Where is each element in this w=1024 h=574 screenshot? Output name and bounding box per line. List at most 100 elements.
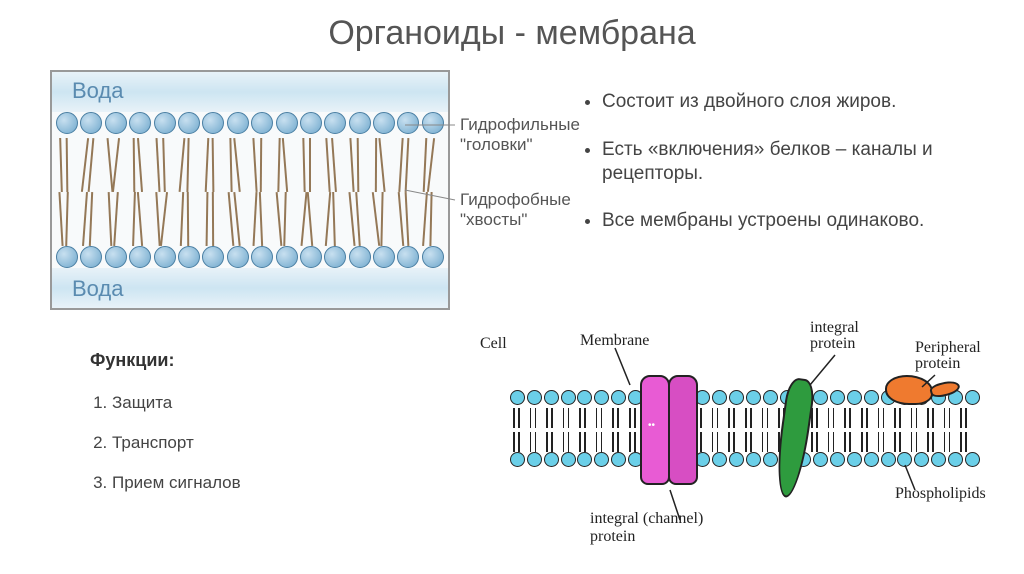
lipid-tail — [427, 138, 435, 192]
lipid-tail — [137, 138, 143, 192]
lipid-head — [202, 112, 224, 134]
sketch-lipid-tail — [849, 432, 851, 452]
sketch-lipid-head — [544, 452, 559, 467]
lipid-tail — [278, 138, 281, 192]
lipid-tail — [429, 192, 432, 246]
sketch-lipid-tail — [949, 408, 951, 428]
sketch-lipid-tail — [899, 432, 901, 452]
lipid-head — [227, 246, 249, 268]
lipid-head — [349, 246, 371, 268]
lipid-head — [397, 246, 419, 268]
lipid-tail — [381, 192, 384, 246]
sketch-lipid-head — [712, 390, 727, 405]
sketch-lipid-tail — [911, 408, 913, 428]
lipid-tail — [398, 138, 403, 192]
sketch-lipid-tail — [927, 432, 929, 452]
sketch-label-membrane: Membrane — [580, 332, 649, 350]
sketch-lipid-head — [561, 452, 576, 467]
sketch-lipid-tail — [596, 432, 598, 452]
sketch-label-phospholipids: Phospholipids — [895, 485, 986, 503]
lipid-head — [80, 112, 102, 134]
lipid-tail — [107, 192, 112, 246]
lipid-head — [154, 112, 176, 134]
sketch-lipid-tail — [878, 432, 880, 452]
sketch-lipid-head — [544, 390, 559, 405]
sketch-heads-bottom — [510, 452, 980, 470]
lipid-head — [80, 246, 102, 268]
sketch-lipid-tail — [617, 408, 619, 428]
sketch-lipid-tail — [733, 408, 735, 428]
sketch-lipid-tail — [535, 408, 537, 428]
lipid-tail — [253, 192, 258, 246]
lipid-head — [56, 112, 78, 134]
lipid-tail — [422, 138, 427, 192]
lipid-tail — [156, 138, 161, 192]
lipid-head — [373, 112, 395, 134]
protein-face-icon: •• — [648, 420, 655, 431]
lipid-tail — [331, 138, 337, 192]
sketch-lipid-head — [594, 452, 609, 467]
lipid-tail — [179, 138, 186, 192]
sketch-tails — [510, 408, 980, 452]
sketch-lipid-tail — [617, 432, 619, 452]
water-label-top: Вода — [72, 78, 124, 104]
sketch-lipid-head — [527, 390, 542, 405]
lipid-tail — [160, 192, 168, 246]
lipid-tail — [259, 192, 263, 246]
lipid-head — [300, 112, 322, 134]
lipid-head — [300, 246, 322, 268]
lipid-tail — [282, 138, 288, 192]
lipid-tail — [355, 192, 361, 246]
sketch-lipid-head — [712, 452, 727, 467]
lipid-tail — [132, 192, 136, 246]
functions-title: Функции: — [90, 350, 410, 371]
sketch-lipid-tail — [563, 432, 565, 452]
sketch-lipid-head — [881, 452, 896, 467]
lipid-tail — [65, 192, 69, 246]
lipid-head — [227, 112, 249, 134]
sketch-lipid-head — [611, 452, 626, 467]
sketch-lipid-tail — [601, 432, 603, 452]
sketch-lipid-tail — [530, 408, 532, 428]
sketch-lipid-tail — [712, 408, 714, 428]
sketch-lipid-tail — [932, 408, 934, 428]
lipid-head — [251, 112, 273, 134]
sketch-lipid-tail — [629, 408, 631, 428]
sketch-lipid-tail — [700, 408, 702, 428]
protein-orange — [885, 375, 933, 405]
sketch-lipid-tail — [883, 408, 885, 428]
bullet-item: Все мембраны устроены одинаково. — [602, 209, 980, 233]
sketch-lipid-tail — [916, 408, 918, 428]
sketch-lipid-tail — [767, 432, 769, 452]
sketch-lipid-head — [813, 390, 828, 405]
lipid-tail — [233, 138, 240, 192]
sketch-lipid-tail — [932, 432, 934, 452]
sketch-lipid-tail — [750, 432, 752, 452]
sketch-lipid-tail — [767, 408, 769, 428]
sketch-lipid-tail — [584, 408, 586, 428]
sketch-lipid-head — [931, 452, 946, 467]
lipid-head — [373, 246, 395, 268]
sketch-lipid-tail — [833, 432, 835, 452]
sketch-lipid-head — [729, 452, 744, 467]
sketch-lipid-tail — [899, 408, 901, 428]
description-bullets: Состоит из двойного слоя жиров. Есть «вк… — [580, 90, 980, 257]
lipid-tail — [276, 192, 283, 246]
sketch-label-channel: integral (channel) protein — [590, 510, 703, 545]
sketch-lipid-tail — [518, 432, 520, 452]
sketch-lipid-tail — [612, 432, 614, 452]
lipid-tail — [233, 192, 240, 246]
sketch-lipid-head — [594, 390, 609, 405]
bullet-item: Есть «включения» белков – каналы и рецеп… — [602, 138, 980, 186]
sketch-lipid-tail — [944, 432, 946, 452]
sketch-label-peripheral: Peripheral protein — [915, 340, 981, 372]
lipid-head — [422, 112, 444, 134]
sketch-lipid-tail — [866, 408, 868, 428]
sketch-lipid-tail — [579, 408, 581, 428]
sketch-lipid-head — [729, 390, 744, 405]
lipid-head — [129, 112, 151, 134]
lipid-tail — [59, 138, 63, 192]
sketch-lipid-tail — [778, 408, 780, 428]
sketch-lipid-tail — [733, 432, 735, 452]
functions-list: Функции: Защита Транспорт Прием сигналов — [90, 350, 410, 513]
